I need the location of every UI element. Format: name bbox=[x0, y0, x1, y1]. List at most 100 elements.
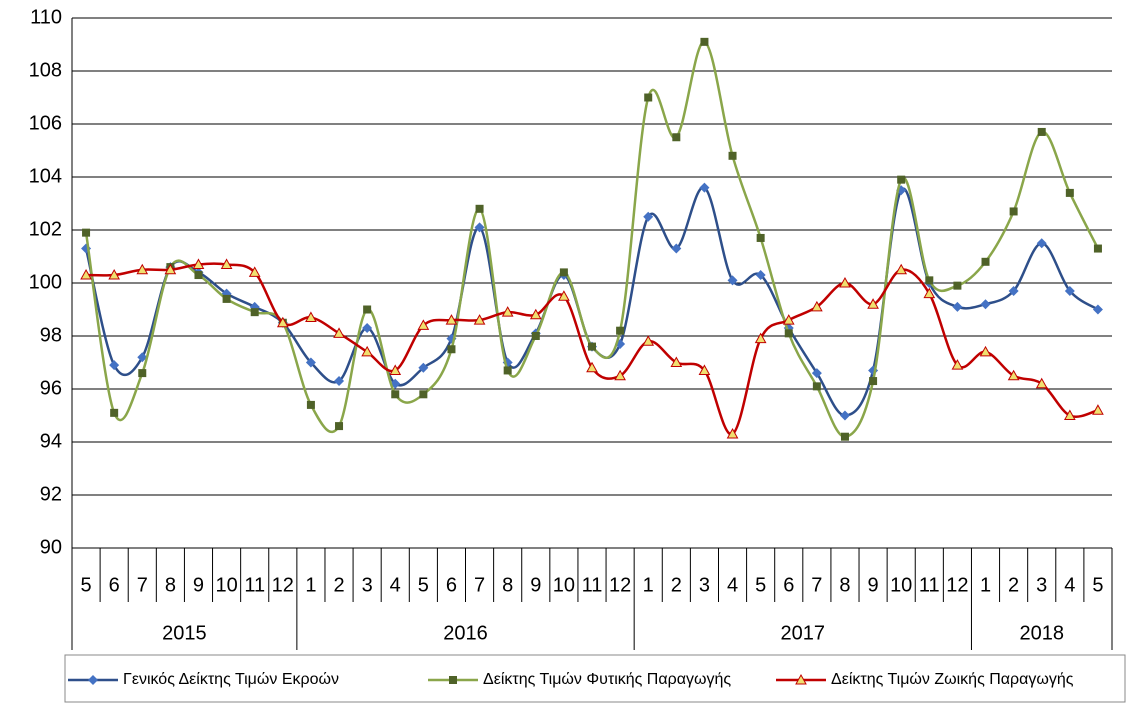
marker bbox=[952, 301, 963, 312]
marker bbox=[1092, 304, 1103, 315]
marker bbox=[588, 342, 596, 351]
x-group-label: 2017 bbox=[781, 622, 826, 644]
marker bbox=[220, 258, 233, 269]
marker bbox=[925, 276, 934, 285]
x-tick-label: 9 bbox=[193, 574, 204, 596]
marker bbox=[616, 326, 625, 335]
y-tick-label: 92 bbox=[40, 483, 62, 505]
x-tick-label: 9 bbox=[530, 574, 541, 596]
marker bbox=[867, 298, 879, 309]
x-tick-label: 10 bbox=[553, 574, 575, 596]
marker bbox=[1037, 127, 1046, 136]
x-tick-label: 5 bbox=[755, 574, 766, 596]
x-tick-label: 8 bbox=[502, 574, 513, 596]
marker bbox=[531, 332, 540, 340]
marker bbox=[503, 366, 512, 375]
x-tick-label: 5 bbox=[418, 574, 429, 596]
marker bbox=[501, 306, 514, 317]
marker bbox=[164, 263, 177, 275]
x-group-label: 2018 bbox=[1019, 622, 1064, 644]
marker bbox=[795, 673, 807, 685]
marker bbox=[362, 323, 373, 334]
marker bbox=[136, 263, 149, 275]
marker bbox=[335, 422, 344, 431]
x-tick-label: 7 bbox=[137, 574, 148, 596]
marker bbox=[389, 364, 402, 375]
x-tick-label: 6 bbox=[783, 574, 794, 596]
marker bbox=[644, 93, 653, 102]
x-tick-label: 11 bbox=[919, 574, 940, 596]
y-tick-label: 98 bbox=[40, 324, 62, 346]
marker bbox=[698, 364, 711, 375]
y-tick-label: 110 bbox=[30, 6, 62, 28]
x-tick-label: 12 bbox=[272, 574, 294, 596]
marker bbox=[1063, 409, 1076, 420]
marker bbox=[869, 377, 878, 386]
x-tick-label: 12 bbox=[609, 574, 631, 596]
marker bbox=[728, 151, 737, 160]
x-tick-label: 7 bbox=[811, 574, 822, 596]
marker bbox=[333, 327, 345, 338]
marker bbox=[276, 316, 289, 328]
marker bbox=[473, 314, 486, 325]
x-tick-label: 8 bbox=[165, 574, 176, 596]
marker bbox=[419, 390, 428, 399]
marker bbox=[110, 408, 119, 417]
marker bbox=[475, 204, 484, 213]
marker bbox=[474, 222, 485, 233]
marker bbox=[671, 243, 682, 254]
marker bbox=[137, 352, 148, 363]
marker bbox=[700, 37, 709, 46]
x-tick-label: 10 bbox=[890, 574, 912, 596]
marker bbox=[670, 356, 683, 367]
marker bbox=[642, 335, 655, 346]
marker bbox=[1064, 285, 1075, 296]
marker bbox=[306, 400, 315, 409]
marker bbox=[1035, 377, 1048, 389]
x-tick-label: 3 bbox=[1036, 574, 1047, 596]
marker bbox=[979, 345, 992, 357]
marker bbox=[699, 182, 710, 193]
marker bbox=[839, 276, 851, 288]
marker bbox=[586, 361, 598, 373]
marker bbox=[1093, 244, 1102, 253]
y-tick-label: 102 bbox=[29, 218, 62, 240]
x-tick-label: 3 bbox=[699, 574, 710, 596]
marker bbox=[895, 263, 908, 275]
marker bbox=[672, 133, 681, 142]
marker bbox=[812, 382, 821, 391]
x-tick-label: 4 bbox=[727, 574, 738, 596]
x-tick-label: 4 bbox=[390, 574, 401, 596]
marker bbox=[1007, 369, 1020, 381]
y-tick-label: 104 bbox=[29, 165, 62, 187]
marker bbox=[782, 314, 795, 325]
marker bbox=[981, 257, 990, 266]
marker bbox=[754, 332, 767, 344]
x-tick-label: 2 bbox=[671, 574, 682, 596]
marker bbox=[951, 359, 964, 370]
marker bbox=[1065, 188, 1074, 197]
marker bbox=[811, 300, 823, 312]
marker bbox=[82, 228, 91, 237]
x-group-label: 2015 bbox=[162, 622, 207, 644]
legend-label: Γενικός Δείκτης Τιμών Εκροών bbox=[123, 671, 339, 688]
legend-box bbox=[64, 654, 1126, 703]
marker bbox=[109, 360, 120, 371]
marker bbox=[445, 314, 458, 325]
x-tick-label: 8 bbox=[839, 574, 850, 596]
x-tick-label: 7 bbox=[474, 574, 485, 596]
marker bbox=[447, 345, 456, 354]
x-tick-label: 1 bbox=[305, 574, 316, 596]
marker bbox=[361, 345, 373, 357]
x-tick-label: 12 bbox=[946, 574, 968, 596]
marker bbox=[449, 676, 457, 684]
x-tick-label: 11 bbox=[244, 574, 265, 596]
marker bbox=[108, 269, 121, 280]
x-tick-label: 5 bbox=[1092, 574, 1103, 596]
marker bbox=[417, 319, 430, 330]
x-tick-label: 1 bbox=[980, 574, 991, 596]
marker bbox=[250, 308, 259, 317]
marker bbox=[839, 410, 850, 421]
series-line bbox=[84, 40, 1100, 438]
